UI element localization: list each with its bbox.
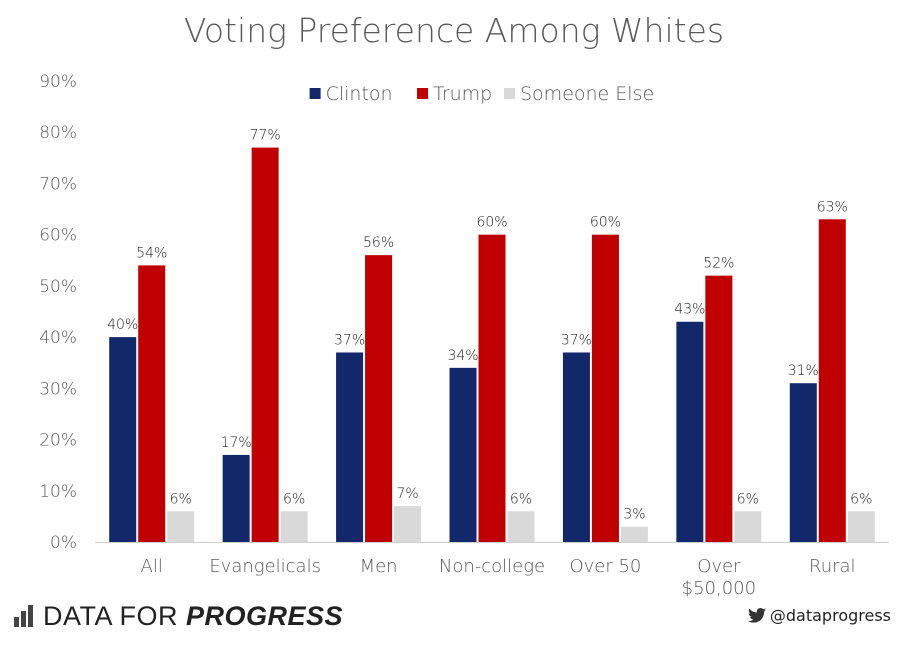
y-tick-label: 60% — [39, 226, 77, 246]
twitter-handle[interactable]: @dataprogress — [747, 606, 891, 625]
data-label: 7% — [396, 486, 418, 502]
data-label: 77% — [250, 128, 281, 144]
y-tick-label: 10% — [39, 482, 77, 502]
data-label: 52% — [703, 256, 734, 272]
legend-label: Trump — [433, 83, 492, 105]
data-label: 43% — [674, 302, 705, 318]
bar-someone-else — [167, 511, 195, 542]
footer: DATA FOR PROGRESS @dataprogress — [0, 588, 909, 660]
y-tick-label: 20% — [39, 431, 77, 451]
chart-legend: Clinton Trump Someone Else — [309, 83, 654, 105]
bar-someone-else — [620, 526, 648, 542]
data-label: 6% — [510, 491, 532, 507]
bar-trump — [591, 234, 619, 542]
data-label: 40% — [107, 317, 138, 333]
legend-label: Clinton — [326, 83, 393, 105]
data-label: 60% — [590, 215, 621, 231]
brand-name: DATA FOR PROGRESS — [43, 600, 344, 631]
bar-clinton — [676, 321, 704, 542]
x-tick-label: All — [141, 556, 163, 577]
x-axis: All Evangelicals Men Non-college Over 50 Over… — [95, 542, 889, 599]
data-label: 6% — [170, 491, 192, 507]
bar-someone-else — [394, 506, 422, 542]
data-label: 6% — [737, 491, 759, 507]
bar-someone-else — [734, 511, 762, 542]
bar-clinton — [109, 337, 137, 542]
bar-trump — [705, 275, 733, 542]
bar-someone-else — [507, 511, 535, 542]
y-tick-label: 70% — [39, 174, 77, 194]
y-tick-label: 40% — [39, 328, 77, 348]
x-tick-label: Rural — [809, 556, 856, 577]
data-label: 3% — [623, 507, 645, 523]
legend-swatch — [417, 88, 428, 99]
y-tick-label: 90% — [39, 72, 77, 92]
y-axis: 0% 10% 20% 30% 40% 50% 60% 70% 80% 90% — [39, 72, 77, 553]
bar-trump — [818, 219, 846, 543]
bar-trump — [251, 147, 279, 543]
data-label: 37% — [334, 332, 365, 348]
data-label: 31% — [788, 363, 819, 379]
data-label: 63% — [817, 199, 848, 215]
data-label: 37% — [561, 332, 592, 348]
y-tick-label: 30% — [39, 379, 77, 399]
data-label: 54% — [136, 245, 167, 261]
data-label: 6% — [283, 491, 305, 507]
y-tick-label: 50% — [39, 277, 77, 297]
bar-someone-else — [280, 511, 308, 542]
x-tick-label: Men — [360, 556, 398, 577]
x-tick-label: $50,000 — [682, 578, 756, 599]
bar-clinton — [562, 352, 590, 542]
chart-title: Voting Preference Among Whites — [184, 11, 724, 50]
legend-swatch — [309, 88, 321, 99]
bar-clinton — [222, 454, 250, 542]
x-tick-label: Over 50 — [569, 556, 641, 577]
twitter-icon — [747, 608, 766, 623]
bar-trump — [138, 265, 166, 542]
data-label: 17% — [221, 435, 252, 451]
x-tick-label: Over — [697, 556, 741, 577]
data-label: 60% — [476, 215, 507, 231]
data-label: 56% — [363, 235, 394, 251]
bar-clinton — [789, 383, 817, 542]
x-tick-label: Evangelicals — [209, 556, 321, 577]
data-for-progress-logo: DATA FOR PROGRESS — [14, 596, 343, 636]
x-tick-label: Non-college — [439, 556, 545, 577]
bar-series: 40% 54% 6% 17% 77% 6% 37% 56% 7% 34% 60% 6% 37% 60% 3%… — [107, 128, 875, 543]
bar-trump — [365, 255, 393, 542]
bar-trump — [478, 234, 506, 542]
y-tick-label: 80% — [39, 123, 77, 143]
data-label: 34% — [447, 348, 478, 364]
handle-text: @dataprogress — [769, 606, 891, 625]
bar-someone-else — [847, 511, 875, 542]
legend-label: Someone Else — [520, 83, 654, 105]
bar-chart-logo-icon — [14, 605, 35, 627]
bar-clinton — [336, 352, 364, 542]
data-label: 6% — [850, 491, 872, 507]
bar-clinton — [449, 367, 477, 542]
y-tick-label: 0% — [50, 533, 77, 553]
legend-swatch — [504, 88, 515, 99]
